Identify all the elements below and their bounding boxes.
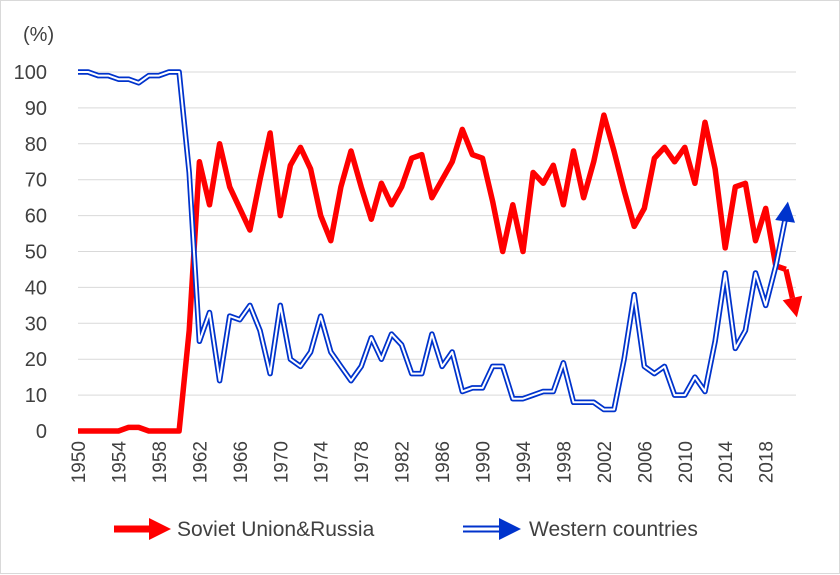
series-lines bbox=[78, 69, 803, 434]
x-tick-label: 1990 bbox=[474, 441, 495, 483]
series-line-western-inner bbox=[78, 71, 787, 411]
legend: Soviet Union&Russia Western countries bbox=[114, 518, 698, 541]
x-tick-label: 1950 bbox=[69, 441, 90, 483]
legend-label-western: Western countries bbox=[529, 518, 698, 541]
y-tick-label: 90 bbox=[25, 98, 47, 120]
x-tick-label: 1954 bbox=[109, 441, 130, 484]
legend-item-soviet: Soviet Union&Russia bbox=[114, 518, 375, 541]
series-arrow-head-western bbox=[775, 201, 795, 223]
y-axis-ticks: 0 10 20 30 40 50 60 70 80 90 100 bbox=[14, 62, 47, 443]
x-axis-ticks: 1950 1954 1958 1962 1966 1970 1974 1978 1982 1986… bbox=[69, 441, 778, 484]
y-tick-label: 20 bbox=[25, 349, 47, 371]
x-tick-label: 2014 bbox=[716, 441, 737, 484]
y-tick-label: 0 bbox=[36, 421, 47, 443]
y-tick-label: 70 bbox=[25, 170, 47, 192]
x-tick-label: 1998 bbox=[554, 441, 575, 483]
x-tick-label: 2002 bbox=[595, 441, 616, 483]
y-tick-label: 80 bbox=[25, 134, 47, 156]
series-arrow-head-soviet bbox=[782, 295, 803, 318]
series-line-soviet bbox=[78, 112, 787, 434]
legend-item-western: Western countries bbox=[463, 518, 698, 541]
legend-arrow-western bbox=[499, 518, 521, 540]
y-tick-label: 50 bbox=[25, 242, 47, 264]
legend-label-soviet: Soviet Union&Russia bbox=[177, 518, 375, 541]
y-tick-label: 30 bbox=[25, 313, 47, 335]
y-tick-label: 60 bbox=[25, 206, 47, 228]
x-tick-label: 1962 bbox=[190, 441, 211, 483]
x-tick-label: 1978 bbox=[352, 441, 373, 483]
x-tick-label: 1982 bbox=[393, 441, 414, 483]
x-tick-label: 2018 bbox=[757, 441, 778, 483]
legend-arrow-soviet bbox=[149, 518, 171, 540]
x-tick-label: 1974 bbox=[312, 441, 333, 484]
y-axis-unit-label: (%) bbox=[23, 24, 54, 46]
x-tick-label: 1986 bbox=[433, 441, 454, 483]
y-tick-label: 100 bbox=[14, 62, 47, 84]
x-tick-label: 1970 bbox=[271, 441, 292, 483]
series-arrow-shaft-soviet bbox=[783, 268, 796, 299]
x-tick-label: 1958 bbox=[150, 441, 171, 483]
y-tick-label: 40 bbox=[25, 277, 47, 299]
x-tick-label: 2010 bbox=[676, 441, 697, 483]
x-tick-label: 1966 bbox=[231, 441, 252, 483]
x-tick-label: 1994 bbox=[514, 441, 535, 484]
x-tick-label: 2006 bbox=[635, 441, 656, 483]
y-tick-label: 10 bbox=[25, 385, 47, 407]
